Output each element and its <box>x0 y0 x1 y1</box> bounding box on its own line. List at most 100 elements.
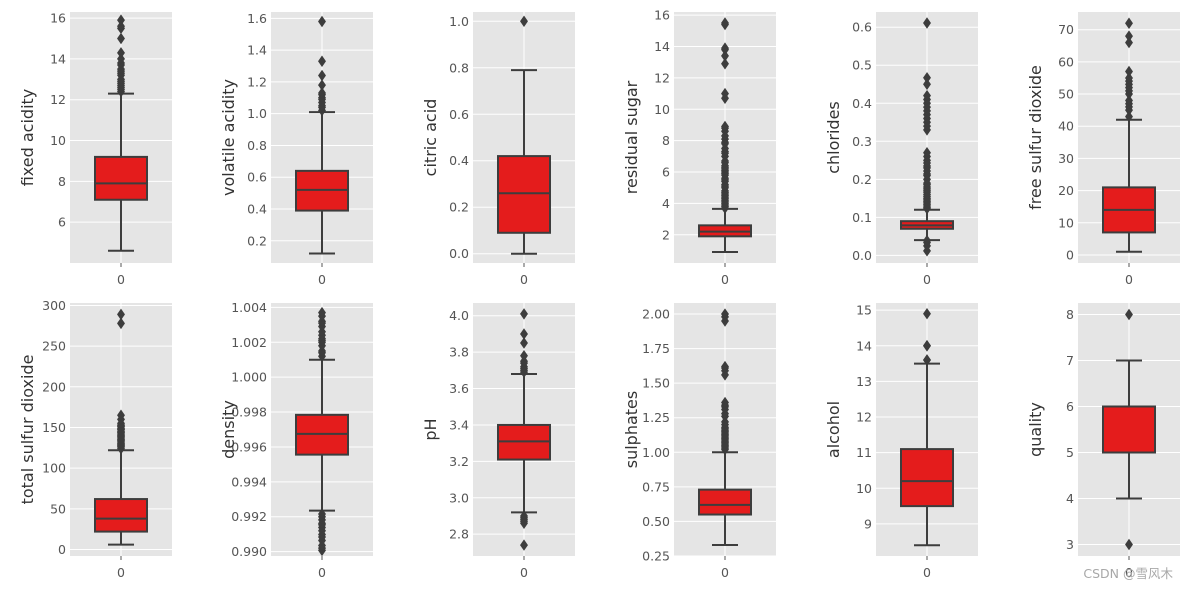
outlier-point <box>1125 72 1133 84</box>
y-tick-label: 12 <box>50 92 66 107</box>
y-tick-label: 100 <box>42 461 66 476</box>
x-tick-label: 0 <box>318 272 326 287</box>
outlier-point <box>117 47 125 59</box>
outlier-point <box>721 58 729 70</box>
y-tick-label: 2.8 <box>449 527 469 542</box>
y-tick-label: 1.25 <box>642 410 670 425</box>
outlier-point <box>1125 538 1133 551</box>
y-tick-label: 0.4 <box>247 201 267 216</box>
y-tick-label: 14 <box>50 51 66 66</box>
y-axis-label: density <box>219 400 238 459</box>
y-tick-label: 16 <box>654 8 670 23</box>
y-tick-label: 1.6 <box>247 11 267 26</box>
y-tick-label: 0.8 <box>449 60 469 75</box>
y-tick-label: 0.6 <box>247 170 267 185</box>
y-tick-label: 3.0 <box>449 490 469 505</box>
y-tick-label: 9 <box>864 516 872 531</box>
outlier-point <box>923 17 931 29</box>
y-tick-label: 200 <box>42 379 66 394</box>
y-tick-label: 0.2 <box>852 172 872 187</box>
y-tick-label: 1.50 <box>642 376 670 391</box>
outlier-point <box>923 340 931 352</box>
y-axis-label: volatile acidity <box>219 79 238 196</box>
y-axis-label: pH <box>421 418 440 440</box>
outlier-point <box>520 337 528 349</box>
iqr-box <box>698 488 752 516</box>
outlier-point <box>721 50 729 62</box>
y-tick-label: 0.4 <box>449 153 469 168</box>
iqr-box <box>94 498 148 533</box>
y-tick-label: 0.2 <box>449 200 469 215</box>
y-tick-label: 0.0 <box>852 248 872 263</box>
outlier-point <box>1125 94 1133 107</box>
y-tick-label: 60 <box>1058 54 1074 69</box>
y-tick-label: 50 <box>50 501 66 516</box>
y-tick-label: 0 <box>1066 247 1074 262</box>
subplot-fixed-acidity: 6 8 10 12 14 16 0 fixed acidity <box>18 11 172 287</box>
outlier-point <box>1125 17 1133 29</box>
y-tick-label: 10 <box>856 481 872 496</box>
y-tick-label: 8 <box>1066 307 1074 322</box>
y-tick-label: 0.8 <box>247 138 267 153</box>
y-tick-label: 13 <box>856 374 872 389</box>
x-tick-label: 0 <box>117 272 125 287</box>
y-tick-label: 0.5 <box>852 58 872 73</box>
y-tick-label: 2.00 <box>642 307 670 322</box>
subplot-grid: 6 8 10 12 14 16 0 fixed acidity 0.2 0.4 0.6 0.8 1.0 1… <box>18 8 1180 580</box>
y-tick-label: 0.6 <box>449 107 469 122</box>
y-tick-label: 20 <box>1058 183 1074 198</box>
y-tick-label: 1.00 <box>642 445 670 460</box>
y-tick-label: 4.0 <box>449 308 469 323</box>
subplot-residual-sugar: 2 4 6 8 10 12 14 16 0 residual sugar <box>622 8 776 287</box>
x-tick-label: 0 <box>1125 565 1133 580</box>
iqr-box <box>497 155 551 234</box>
outlier-point <box>117 308 125 321</box>
outlier-point <box>721 87 729 100</box>
y-tick-label: 0.50 <box>642 514 670 529</box>
y-tick-label: 1.0 <box>449 14 469 29</box>
y-tick-label: 4 <box>1066 491 1074 506</box>
iqr-box <box>900 448 954 508</box>
y-tick-label: 5 <box>1066 445 1074 460</box>
outlier-point <box>721 42 729 54</box>
iqr-box <box>94 155 148 201</box>
outlier-point <box>117 53 125 65</box>
y-tick-label: 0.4 <box>852 96 872 111</box>
iqr-box <box>1102 405 1156 454</box>
outlier-point <box>117 317 125 330</box>
y-tick-label: 1.75 <box>642 341 670 356</box>
outlier-point <box>117 14 125 26</box>
outlier-point <box>721 396 729 409</box>
y-tick-label: 14 <box>654 39 670 54</box>
outlier-point <box>923 146 931 159</box>
outlier-point <box>1125 110 1133 123</box>
y-tick-label: 16 <box>50 11 66 26</box>
outlier-point <box>721 120 729 133</box>
y-tick-label: 10 <box>50 133 66 148</box>
y-tick-label: 0.0 <box>449 246 469 261</box>
outlier-point <box>1125 30 1133 42</box>
y-tick-label: 0.25 <box>642 549 670 564</box>
y-tick-label: 6 <box>58 215 66 230</box>
y-tick-label: 70 <box>1058 22 1074 37</box>
subplot-volatile-acidity: 0.2 0.4 0.6 0.8 1.0 1.2 1.4 1.6 0 volatile acidit… <box>219 11 373 287</box>
y-tick-label: 0.6 <box>852 20 872 35</box>
y-tick-label: 0.2 <box>247 233 267 248</box>
y-axis-label: chlorides <box>824 101 843 174</box>
outlier-point <box>520 308 528 320</box>
outlier-point <box>520 539 528 551</box>
outlier-point <box>721 308 729 320</box>
y-tick-label: 0.998 <box>231 405 267 420</box>
subplot-total-sulfur-dioxide: 0 50 100 150 200 250 300 0 total sulfur dioxide <box>18 298 172 580</box>
y-tick-label: 300 <box>42 298 66 313</box>
outlier-point <box>117 409 125 421</box>
y-tick-label: 1.000 <box>231 370 267 385</box>
outlier-point <box>923 89 931 102</box>
outlier-point <box>721 360 729 373</box>
x-tick-label: 0 <box>721 272 729 287</box>
y-tick-label: 0.990 <box>231 544 267 559</box>
subplot-alcohol: 9 10 11 12 13 14 15 0 alcohol <box>824 303 978 580</box>
y-tick-label: 3.8 <box>449 345 469 360</box>
y-tick-label: 0.994 <box>231 474 267 489</box>
y-axis-label: free sulfur dioxide <box>1026 65 1045 210</box>
